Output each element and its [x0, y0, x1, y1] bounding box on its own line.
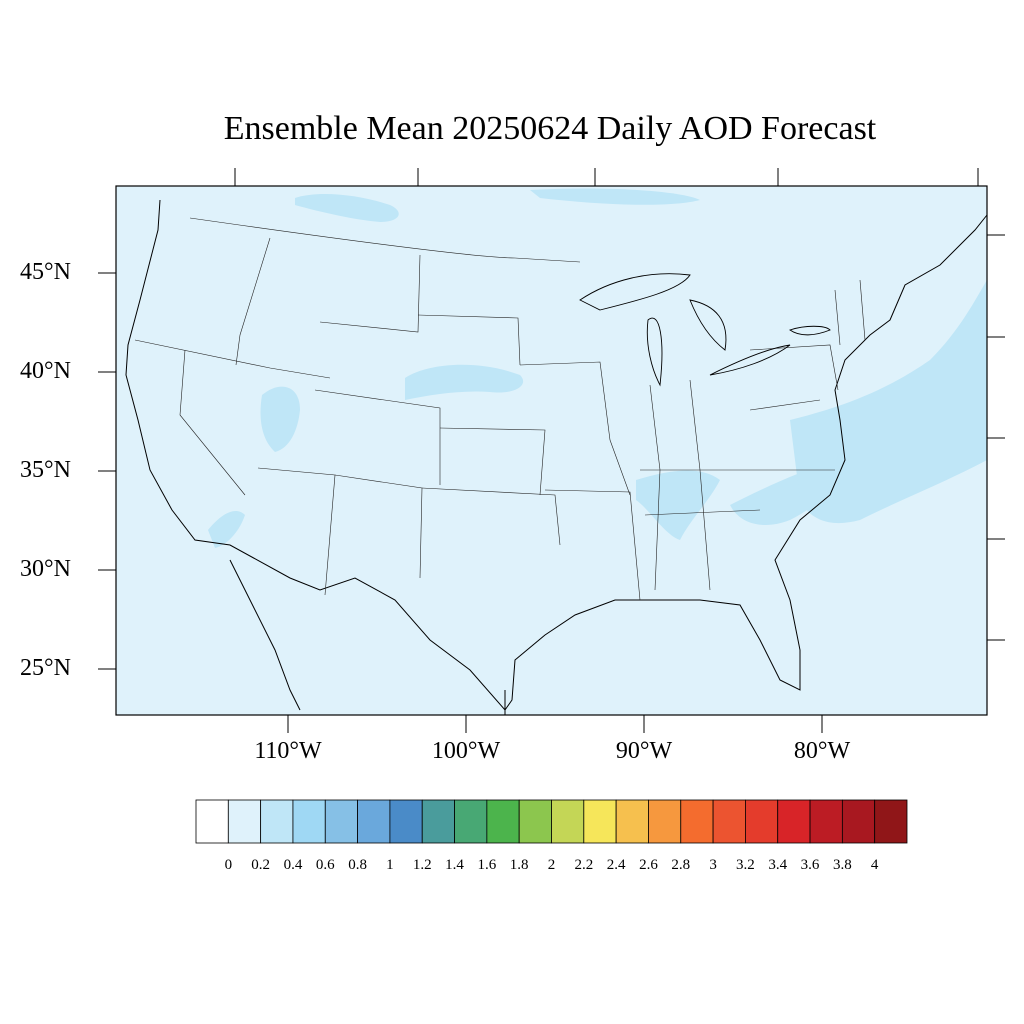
atlantic-plume [790, 280, 987, 524]
az-ca-plume [208, 510, 245, 548]
colorbar-tick-label: 2.6 [639, 857, 658, 873]
colorbar-tick-label: 2.8 [671, 857, 691, 873]
lake-huron [689, 299, 727, 351]
colorbar-swatch [421, 799, 455, 844]
us-coastline [125, 199, 988, 711]
colorbar-tick-label: 3 [709, 857, 717, 873]
canada-plume [295, 194, 399, 222]
colorbar-tick-label: 3.2 [736, 857, 755, 873]
lat-label-25n: 25°N [20, 655, 71, 681]
colorbar-swatch [777, 799, 811, 844]
lake-erie [709, 344, 791, 376]
lon-label-100w: 100°W [431, 738, 501, 764]
lat-label-35n: 35°N [20, 457, 71, 483]
lon-label-80w: 80°W [793, 738, 851, 764]
map-ticks [98, 168, 1005, 733]
state-borders [134, 217, 866, 601]
colorbar-tick-label: 1.6 [477, 857, 497, 873]
colorbar-swatch [712, 799, 746, 844]
lake-ontario [789, 325, 831, 336]
colorbar-swatch [583, 799, 617, 844]
canada-plume-east [530, 188, 700, 205]
colorbar-swatch [615, 799, 649, 844]
colorbar-swatch [195, 799, 229, 844]
colorbar-tick-label: 0.8 [348, 857, 367, 873]
colorbar-tick-label: 1.8 [509, 857, 529, 873]
colorbar-tick-label: 3.6 [800, 857, 820, 873]
lat-label-40n: 40°N [20, 358, 71, 384]
colorbar-tick-label: 1.2 [412, 857, 432, 873]
colorbar-swatch [292, 799, 326, 844]
utah-plume [260, 386, 300, 452]
lake-michigan [646, 317, 663, 387]
colorbar-swatch [357, 799, 391, 844]
mexico-coastline [229, 559, 506, 715]
colorbar-swatch [841, 799, 876, 844]
map-title: Ensemble Mean 20250624 Daily AOD Forecas… [223, 110, 877, 147]
lake-superior [579, 273, 691, 311]
colorbar-tick-label: 2.2 [574, 857, 594, 873]
colorbar-tick-label: 3.4 [768, 857, 788, 873]
colorbar-swatch [680, 799, 714, 844]
colorbar-swatch [389, 799, 423, 844]
lon-label-110w: 110°W [254, 738, 322, 764]
lon-label-90w: 90°W [615, 738, 673, 764]
colorbar-swatch [486, 799, 520, 844]
map-frame [115, 185, 988, 716]
plains-plume [405, 364, 524, 400]
colorbar-tick-label: 4 [870, 857, 879, 873]
colorbar-swatch [648, 799, 682, 844]
colorbar-tick-label: 0.4 [283, 857, 303, 873]
colorbar-tick-label: 2.4 [606, 857, 626, 873]
colorbar-swatch [874, 799, 908, 844]
southeast-plume [636, 470, 720, 540]
lat-label-45n: 45°N [20, 259, 71, 285]
colorbar-tick-label: 0.2 [251, 857, 270, 873]
colorbar-tick-label: 0 [224, 857, 233, 873]
colorbar-tick-label: 0.6 [315, 857, 335, 873]
lat-label-30n: 30°N [20, 556, 71, 582]
colorbar-tick-label: 2 [547, 857, 556, 873]
colorbar-swatch [324, 799, 358, 844]
colorbar-tick-label: 1.4 [445, 857, 464, 873]
colorbar-swatch [454, 799, 488, 844]
colorbar-tick-label: 3.8 [832, 857, 852, 873]
colorbar-swatch [809, 799, 843, 844]
elevated-aod-regions [208, 188, 987, 548]
great-lakes [579, 273, 831, 387]
colorbar-swatch [260, 799, 294, 844]
colorbar-swatch [745, 799, 779, 844]
colorbar-tick-label: 1 [386, 857, 394, 873]
colorbar-swatch [227, 799, 262, 844]
colorbar-swatch [551, 799, 585, 844]
colorbar-swatch [518, 799, 552, 844]
